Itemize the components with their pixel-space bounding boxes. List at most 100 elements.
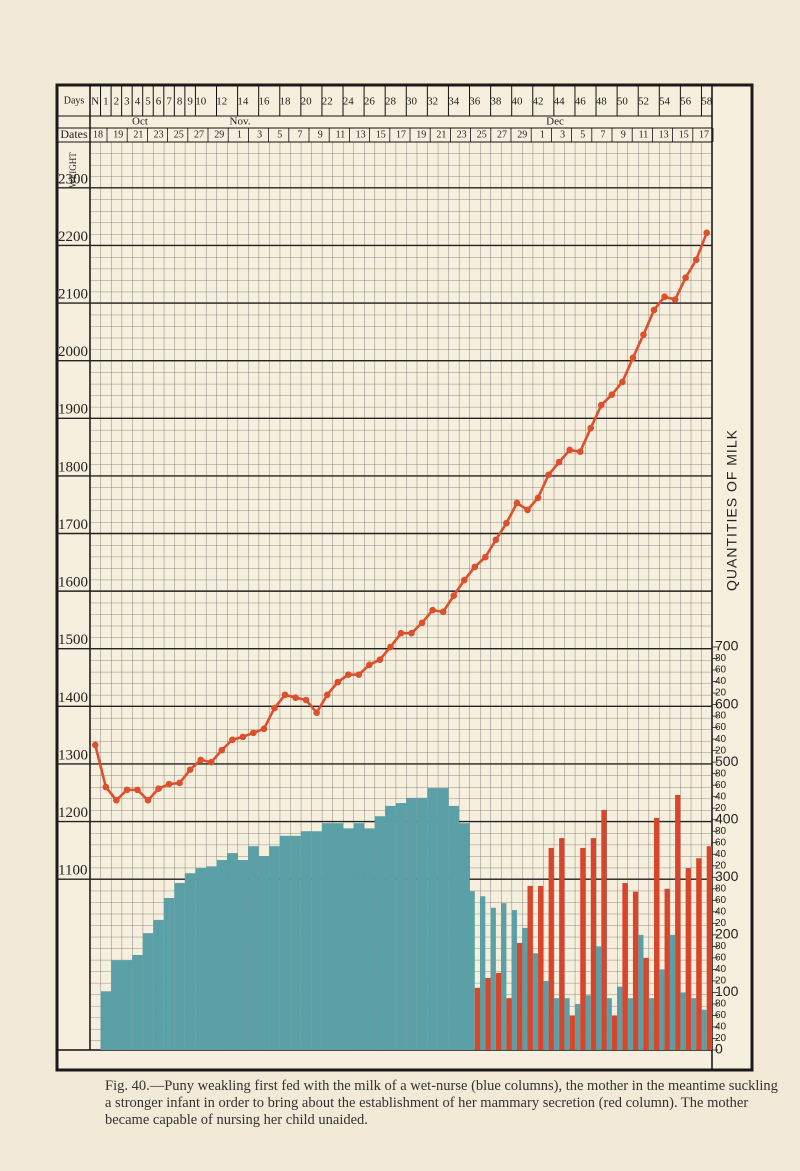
milk-bar	[227, 853, 238, 1050]
milk-bar	[474, 987, 481, 1050]
milk-bar	[311, 831, 322, 1050]
y-tick-label: 2300	[58, 171, 88, 187]
milk-bar	[606, 998, 612, 1050]
milk-bar	[548, 847, 554, 1050]
date-label: 3	[257, 129, 262, 140]
y2-tick-label: 60	[715, 953, 727, 964]
y-tick-label: 2100	[58, 287, 88, 303]
y2-tick-label: 80	[715, 999, 727, 1010]
milk-bar	[385, 805, 396, 1050]
milk-bar	[374, 816, 386, 1050]
weight-point	[439, 608, 447, 616]
weight-point	[292, 694, 299, 701]
milk-bar	[638, 934, 644, 1050]
date-label: 3	[560, 129, 565, 140]
milk-bar	[543, 980, 549, 1050]
milk-bar	[480, 896, 486, 1050]
milk-bar	[585, 995, 591, 1050]
y2-tick-label: 500	[715, 753, 739, 769]
milk-bar	[643, 957, 649, 1050]
y2-tick-label: 60	[715, 1010, 727, 1021]
date-label: 1	[540, 129, 545, 140]
x-tick-label: 10	[195, 96, 207, 108]
y2-tick-label: 0	[715, 1041, 723, 1057]
milk-bar	[685, 868, 691, 1050]
y2-tick-label: 20	[715, 1033, 727, 1044]
date-label: 27	[194, 129, 204, 140]
y-tick-label: 2200	[58, 229, 88, 245]
weight-point	[450, 592, 458, 600]
milk-bar	[574, 1003, 581, 1050]
date-label: 11	[639, 129, 649, 140]
x-tick-label: 38	[490, 96, 502, 108]
milk-bar	[627, 998, 633, 1050]
milk-bar	[511, 910, 517, 1050]
y2-tick-label: 40	[715, 1022, 727, 1033]
milk-bar	[538, 885, 544, 1050]
milk-bar	[332, 823, 344, 1050]
y2-tick-label: 100	[715, 983, 739, 999]
date-label: 29	[517, 129, 527, 140]
weight-point	[91, 741, 99, 749]
date-label: 5	[580, 129, 585, 140]
weight-point	[207, 758, 215, 766]
milk-bar	[611, 1015, 618, 1050]
weight-point	[144, 796, 152, 804]
weight-point	[134, 786, 141, 794]
date-label: 9	[318, 129, 323, 140]
date-label: 13	[356, 129, 366, 140]
y2-tick-label: 40	[715, 906, 727, 917]
x-tick-label: 46	[575, 96, 587, 108]
weight-point	[587, 424, 595, 432]
x-tick-label: 52	[638, 96, 649, 108]
weight-point	[239, 733, 247, 741]
weight-point	[250, 729, 257, 737]
milk-bar	[564, 998, 570, 1050]
date-label: 17	[699, 129, 709, 140]
date-label: 19	[113, 129, 123, 140]
milk-bar	[696, 858, 702, 1050]
milk-bar	[448, 805, 459, 1050]
milk-bar	[290, 835, 301, 1050]
x-tick-label: 4	[135, 96, 141, 108]
y2-axis-label: QUANTITIES OF MILK	[724, 429, 740, 591]
date-label: 25	[477, 129, 487, 140]
milk-bar	[153, 919, 164, 1050]
x-tick-label: N	[91, 96, 99, 108]
date-label: 21	[436, 129, 446, 140]
milk-bar	[343, 828, 354, 1050]
milk-bar	[516, 942, 523, 1050]
x-tick-label: 7	[166, 96, 172, 108]
milk-bar	[163, 898, 175, 1050]
x-tick-label: 34	[448, 96, 460, 108]
date-label: 15	[679, 129, 689, 140]
weight-point	[165, 780, 173, 788]
weight-point	[408, 629, 415, 637]
y2-tick-label: 60	[715, 780, 727, 791]
milk-bar	[501, 903, 507, 1050]
weight-point	[186, 766, 194, 774]
y2-tick-label: 20	[715, 803, 727, 814]
y2-tick-label: 20	[715, 688, 727, 699]
x-tick-label: 16	[258, 96, 270, 108]
x-tick-label: 22	[322, 96, 333, 108]
date-label: 29	[214, 129, 224, 140]
milk-bar	[664, 888, 670, 1050]
milk-bar	[659, 969, 665, 1050]
y2-tick-label: 40	[715, 849, 727, 860]
y2-tick-label: 80	[715, 883, 727, 894]
y-tick-label: 2000	[58, 344, 88, 360]
milk-bar	[142, 933, 154, 1050]
weight-point	[397, 629, 405, 637]
date-label: 27	[497, 129, 507, 140]
weight-point	[271, 704, 278, 712]
milk-bar	[669, 934, 676, 1050]
milk-bar	[485, 978, 491, 1050]
caption: Fig. 40.—Puny weakling first fed with th…	[105, 1078, 778, 1128]
milk-bar	[559, 838, 565, 1050]
weight-point	[492, 536, 500, 544]
weight-point	[576, 448, 584, 456]
milk-bar	[553, 998, 560, 1050]
y2-tick-label: 300	[715, 868, 739, 884]
